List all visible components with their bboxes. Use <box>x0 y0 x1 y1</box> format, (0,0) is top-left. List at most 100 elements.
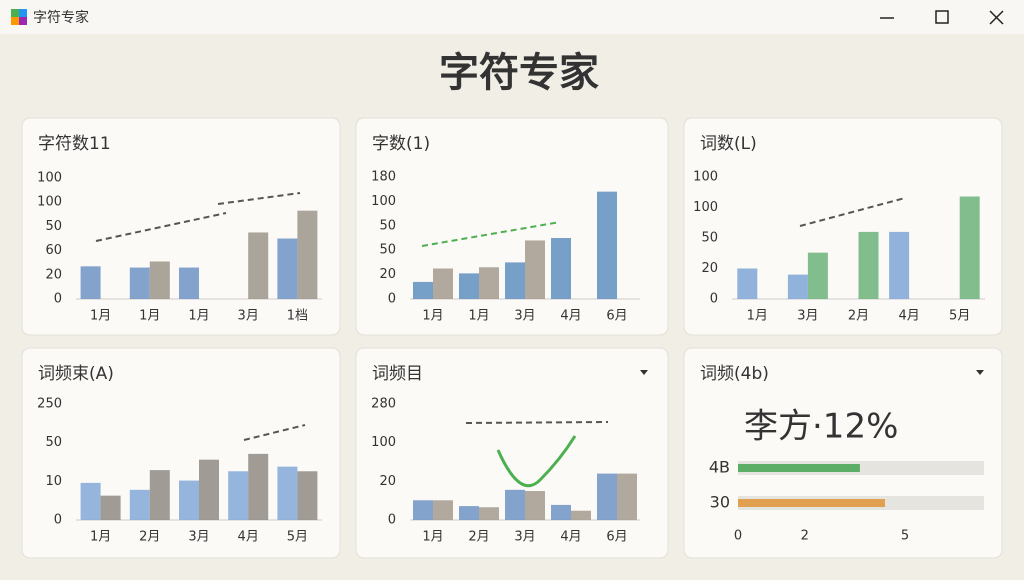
x-tick-label: 1月 <box>422 530 443 545</box>
y-tick-label: 100 <box>693 170 718 185</box>
x-tick-label: 6月 <box>606 530 627 545</box>
page-title: 字符专家 <box>439 50 599 96</box>
x-tick-label: 3月 <box>514 530 535 545</box>
bar <box>248 453 269 520</box>
bar <box>179 480 199 520</box>
bar <box>571 510 591 520</box>
bar <box>100 495 121 520</box>
bar <box>617 473 637 520</box>
x-tick-label: 2月 <box>139 530 160 545</box>
y-tick-label: 100 <box>693 200 718 215</box>
x-tick-label: 4月 <box>560 530 581 545</box>
trend-arrow <box>421 221 561 247</box>
app-icon <box>11 9 27 25</box>
y-tick-label: 0 <box>54 292 62 307</box>
x-tick-label: 1档 <box>287 309 308 324</box>
y-tick-label: 50 <box>45 435 62 450</box>
dropdown-arrow[interactable] <box>976 370 984 375</box>
window-title: 字符专家 <box>33 9 89 26</box>
x-tick-label: 1月 <box>468 309 489 324</box>
x-tick-label: 3月 <box>188 530 209 545</box>
x-tick-label: 5月 <box>287 530 308 545</box>
bar <box>277 238 298 299</box>
card-title: 词频束(A) <box>38 364 114 384</box>
bar <box>149 261 170 299</box>
bar <box>505 489 525 520</box>
x-tick-label: 4月 <box>238 530 259 545</box>
y-tick-label: 20 <box>379 267 396 282</box>
bar <box>597 191 617 299</box>
bar <box>551 504 571 520</box>
x-tick-label: 4月 <box>560 309 581 324</box>
y-tick-label: 20 <box>701 261 718 276</box>
y-tick-label: 10 <box>45 474 62 489</box>
trend-arrow <box>799 197 906 227</box>
x-tick-label: 3月 <box>514 309 535 324</box>
trend-arrow <box>465 421 609 424</box>
card-title: 字符数11 <box>38 134 111 154</box>
title-bar <box>0 0 1024 34</box>
bar <box>149 470 170 520</box>
trend-arrow <box>243 424 306 441</box>
card-title: 字数(1) <box>372 134 430 154</box>
x-tick-label: 1月 <box>139 309 160 324</box>
bar <box>129 489 150 520</box>
bar <box>433 500 453 520</box>
x-tick-label: 1月 <box>90 309 111 324</box>
y-tick-label: 50 <box>701 231 718 246</box>
bar <box>889 231 910 299</box>
x-tick-label: 5月 <box>949 309 970 324</box>
close-button[interactable] <box>989 10 1004 25</box>
bar <box>525 491 545 520</box>
trend-arrow <box>95 212 227 242</box>
x-tick-label: 3月 <box>797 309 818 324</box>
y-tick-label: 50 <box>379 218 396 233</box>
bar <box>505 262 525 299</box>
maximize-button[interactable] <box>935 10 949 24</box>
bar <box>248 232 269 299</box>
bar <box>433 268 453 299</box>
y-tick-label: 60 <box>45 243 62 258</box>
bar <box>807 252 828 299</box>
y-tick-label: 0 <box>710 292 718 307</box>
row-label: 4B <box>709 458 730 477</box>
y-tick-label: 0 <box>388 292 396 307</box>
bar <box>459 506 479 520</box>
y-tick-label: 0 <box>54 513 62 528</box>
trend-arrow <box>217 192 301 205</box>
y-tick-label: 50 <box>45 219 62 234</box>
bar <box>80 266 101 299</box>
bar <box>738 499 885 507</box>
bar <box>277 466 298 520</box>
card-title: 词频目 <box>372 364 423 384</box>
x-tick-label: 4月 <box>898 309 919 324</box>
bar <box>597 473 617 520</box>
x-tick-label: 3月 <box>238 309 259 324</box>
trend-curve <box>496 435 577 488</box>
x-tick-label: 6月 <box>606 309 627 324</box>
bar <box>959 196 980 299</box>
y-tick-label: 20 <box>379 474 396 489</box>
y-tick-label: 100 <box>37 195 62 210</box>
x-tick-label: 1月 <box>90 530 111 545</box>
bar <box>858 231 879 299</box>
y-tick-label: 100 <box>37 171 62 186</box>
bar <box>551 238 571 299</box>
x-tick-label: 0 <box>734 529 742 544</box>
bar <box>525 240 545 299</box>
bar <box>479 507 499 520</box>
headline: 李方·12% <box>744 407 898 447</box>
bar <box>413 281 433 299</box>
y-tick-label: 180 <box>371 170 396 185</box>
bar <box>738 464 860 472</box>
bar <box>413 500 433 520</box>
bar <box>479 267 499 299</box>
bar <box>80 482 101 520</box>
card <box>683 117 1003 336</box>
bar <box>199 459 219 520</box>
bar <box>297 210 318 299</box>
x-tick-label: 5 <box>901 529 909 544</box>
bar <box>129 267 150 299</box>
dropdown-arrow[interactable] <box>640 370 648 375</box>
